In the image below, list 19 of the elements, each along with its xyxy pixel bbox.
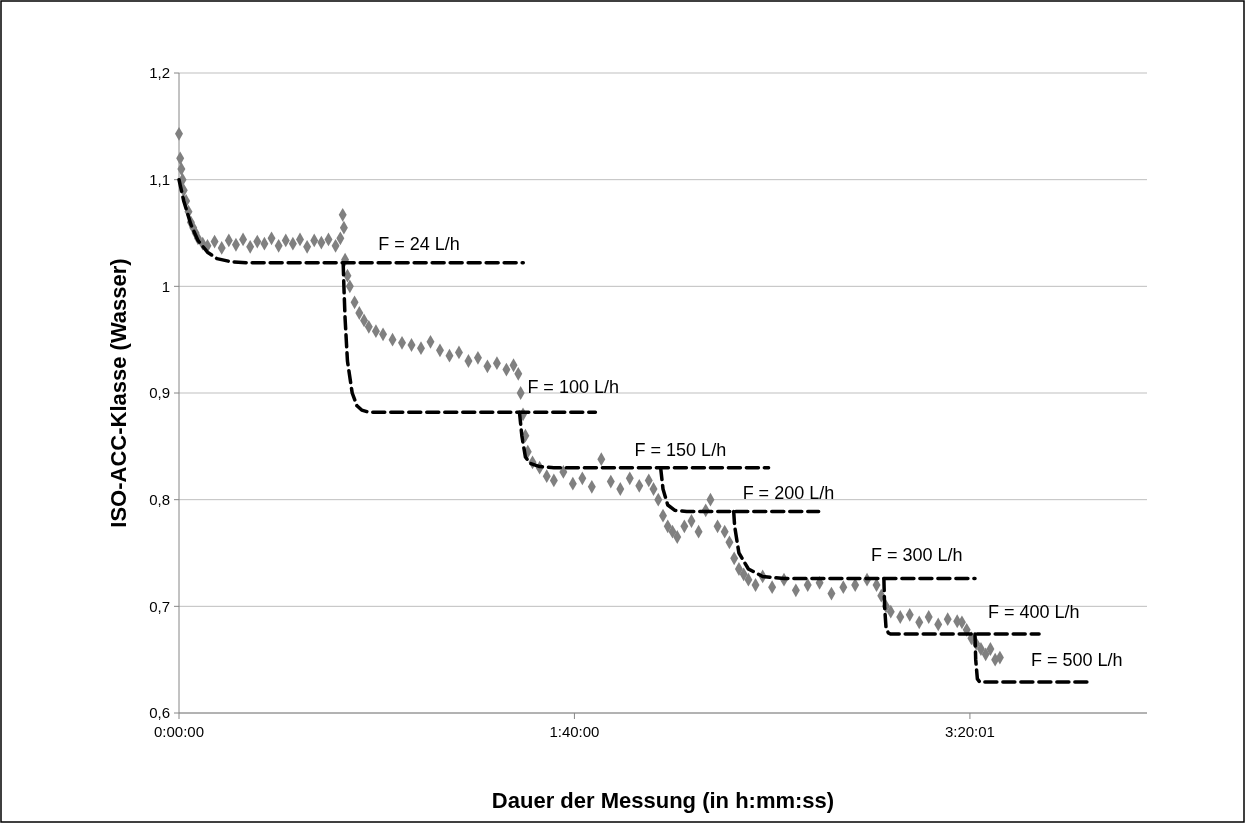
y-tick-label: 1,2: [149, 64, 170, 82]
y-tick-label: 0,6: [149, 704, 170, 722]
series-label: F = 500 L/h: [1031, 650, 1123, 671]
y-tick-label: 0,9: [149, 384, 170, 402]
series-label: F = 100 L/h: [527, 376, 619, 397]
x-tick-label: 0:00:00: [153, 723, 205, 740]
y-tick-label: 1: [161, 277, 170, 295]
series-label: F = 150 L/h: [634, 439, 727, 460]
series-label: F = 24 L/h: [378, 234, 460, 255]
x-tick-label: 1:40:00: [549, 723, 600, 740]
x-tick-label: 3:20:01: [944, 723, 995, 740]
y-tick-label: 0,8: [149, 490, 170, 508]
series-label: F = 400 L/h: [988, 602, 1080, 623]
y-tick-label: 0,7: [149, 597, 170, 615]
series-label: F = 300 L/h: [870, 544, 963, 565]
y-axis-title: ISO-ACC-Klasse (Wasser): [106, 258, 131, 528]
x-axis-title: Dauer der Messung (in h:mm:ss): [491, 788, 835, 813]
y-tick-label: 1,1: [149, 170, 170, 188]
series-label: F = 200 L/h: [742, 482, 835, 503]
